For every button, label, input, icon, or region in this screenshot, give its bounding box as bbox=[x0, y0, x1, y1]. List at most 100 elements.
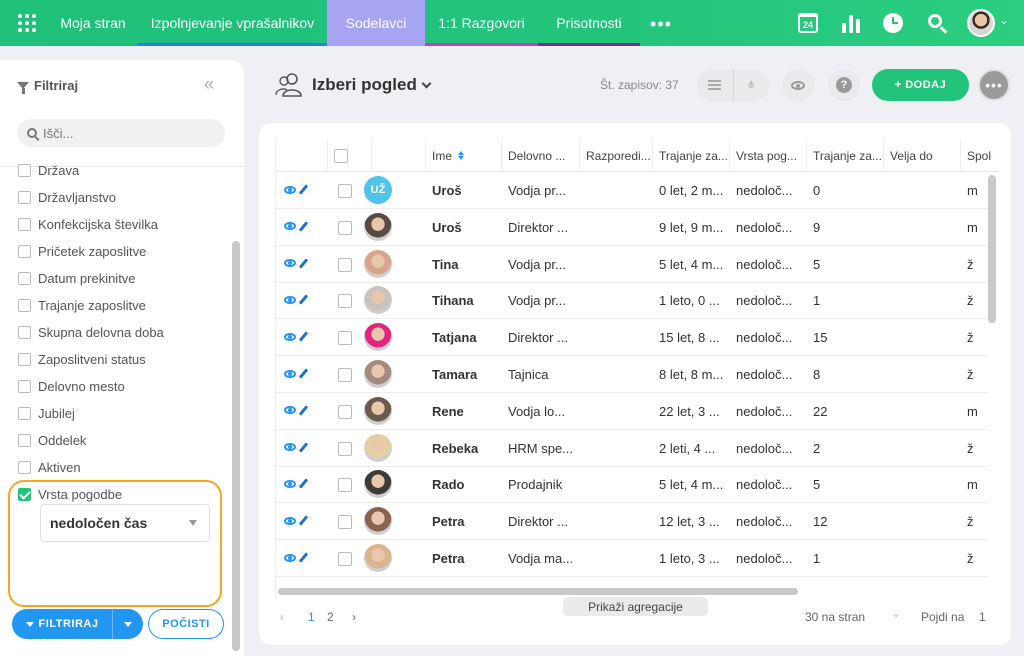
nav-item-sodelavci[interactable]: Sodelavci bbox=[327, 0, 425, 46]
filter-checkbox[interactable] bbox=[18, 298, 31, 312]
column-header[interactable]: Vrsta pog... bbox=[730, 139, 807, 172]
nav-item-razgovori[interactable]: 1:1 Razgovori bbox=[425, 0, 538, 46]
grid-vertical-scrollbar[interactable] bbox=[988, 175, 996, 323]
filter-search[interactable] bbox=[17, 119, 225, 147]
filter-checkbox[interactable] bbox=[18, 352, 31, 366]
filter-item[interactable]: Datum prekinitve bbox=[18, 268, 136, 288]
filter-item[interactable]: Jubilej bbox=[18, 403, 75, 423]
row-checkbox[interactable] bbox=[338, 441, 352, 456]
sort-icon[interactable] bbox=[458, 151, 465, 160]
edit-icon[interactable] bbox=[298, 515, 309, 526]
edit-icon[interactable] bbox=[298, 478, 309, 490]
filter-checkbox[interactable] bbox=[18, 379, 31, 393]
edit-icon[interactable] bbox=[298, 184, 309, 195]
more-actions-button[interactable]: ••• bbox=[978, 69, 1010, 101]
column-header[interactable]: Ime bbox=[426, 139, 502, 172]
edit-icon[interactable] bbox=[298, 294, 309, 306]
row-checkbox[interactable] bbox=[338, 404, 352, 419]
select-all-checkbox[interactable] bbox=[334, 149, 348, 163]
chevron-down-icon[interactable]: ⌄ bbox=[999, 13, 1010, 27]
view-icon[interactable] bbox=[284, 553, 296, 562]
tree-view-button[interactable]: ⋔ bbox=[734, 69, 770, 101]
column-header[interactable]: Razporedi... bbox=[580, 139, 653, 172]
sidebar-scrollbar[interactable] bbox=[232, 241, 240, 651]
visibility-button[interactable] bbox=[782, 69, 814, 101]
page-2-button[interactable]: 2 bbox=[327, 610, 334, 624]
column-header[interactable]: Trajanje za... bbox=[653, 139, 730, 172]
filter-search-input[interactable] bbox=[43, 125, 213, 141]
table-row[interactable]: Rado Prodajnik 5 let, 4 m... nedoloč... 5 m bbox=[276, 466, 988, 504]
next-page-button[interactable]: › bbox=[352, 610, 356, 624]
view-icon[interactable] bbox=[284, 222, 296, 231]
nav-item-prisotnosti[interactable]: Prisotnosti bbox=[538, 0, 640, 46]
view-icon[interactable] bbox=[284, 516, 296, 525]
filter-item[interactable]: Aktiven bbox=[18, 457, 81, 477]
filter-item[interactable]: Pričetek zaposlitve bbox=[18, 241, 146, 261]
filter-checkbox[interactable] bbox=[18, 406, 31, 420]
filter-options-dropdown[interactable] bbox=[113, 621, 143, 627]
filter-item[interactable]: Država bbox=[18, 160, 79, 180]
view-icon[interactable] bbox=[284, 259, 296, 268]
edit-icon[interactable] bbox=[298, 552, 309, 563]
nav-item-izpolnjevanje[interactable]: Izpolnjevanje vprašalnikov bbox=[138, 0, 327, 46]
edit-icon[interactable] bbox=[298, 441, 309, 453]
table-row[interactable]: Tamara Tajnica 8 let, 8 m... nedoloč... 8 ž bbox=[276, 356, 988, 393]
page-1-button[interactable]: 1 bbox=[308, 610, 315, 624]
table-row[interactable]: Uroš Direktor ... 9 let, 9 m... nedoloč... 9… bbox=[276, 209, 988, 246]
filter-checkbox[interactable] bbox=[18, 217, 31, 231]
filter-button[interactable]: FILTRIRAJ bbox=[12, 609, 143, 639]
apps-grid-icon[interactable] bbox=[12, 8, 42, 38]
user-avatar[interactable] bbox=[967, 9, 995, 37]
view-icon[interactable] bbox=[284, 443, 296, 452]
view-icon[interactable] bbox=[284, 185, 296, 194]
edit-icon[interactable] bbox=[298, 221, 309, 232]
chart-icon[interactable] bbox=[838, 10, 864, 36]
chevron-down-icon[interactable]: ⌄ bbox=[891, 606, 902, 620]
nav-more-button[interactable]: ••• bbox=[650, 14, 672, 34]
help-button[interactable]: ? bbox=[828, 69, 860, 101]
table-row[interactable]: Tina Vodja pr... 5 let, 4 m... nedoloč... 5 ž bbox=[276, 246, 988, 283]
add-button[interactable]: + DODAJ bbox=[872, 69, 969, 101]
list-view-button[interactable] bbox=[697, 69, 734, 101]
clear-button[interactable]: POČISTI bbox=[148, 609, 224, 639]
prev-page-button[interactable]: ‹ bbox=[280, 610, 284, 624]
table-row[interactable]: Tatjana Direktor ... 15 let, 8 ... nedoloč.… bbox=[276, 319, 988, 357]
search-icon[interactable] bbox=[924, 10, 950, 36]
row-checkbox[interactable] bbox=[338, 257, 352, 272]
row-checkbox[interactable] bbox=[338, 331, 352, 346]
edit-icon[interactable] bbox=[298, 257, 309, 269]
edit-icon[interactable] bbox=[298, 405, 309, 416]
row-checkbox[interactable] bbox=[338, 515, 352, 530]
filter-item[interactable]: Državljanstvo bbox=[18, 187, 116, 207]
row-checkbox[interactable] bbox=[338, 220, 352, 235]
filter-checkbox[interactable] bbox=[18, 433, 31, 447]
view-icon[interactable] bbox=[284, 406, 296, 415]
contract-type-select[interactable]: nedoločen čas bbox=[40, 504, 210, 542]
table-row[interactable]: Rebeka HRM spe... 2 leti, 4 ... nedoloč... 2… bbox=[276, 430, 988, 467]
row-checkbox[interactable] bbox=[338, 552, 352, 566]
row-checkbox[interactable] bbox=[338, 478, 352, 493]
table-row[interactable]: UŽ Uroš Vodja pr... 0 let, 2 m... nedoloč...… bbox=[276, 172, 988, 209]
filter-item[interactable]: Konfekcijska številka bbox=[18, 214, 158, 234]
column-header[interactable]: Spol bbox=[961, 139, 999, 172]
row-checkbox[interactable] bbox=[338, 294, 352, 309]
grid-horizontal-scrollbar[interactable] bbox=[278, 588, 798, 595]
filter-item[interactable]: Zaposlitveni status bbox=[18, 349, 146, 369]
filter-item[interactable]: Skupna delovna doba bbox=[18, 322, 164, 342]
table-row[interactable]: Tihana Vodja pr... 1 leto, 0 ... nedoloč...… bbox=[276, 282, 988, 320]
filter-item[interactable]: Vrsta pogodbe bbox=[18, 484, 122, 504]
column-header[interactable]: Trajanje za... bbox=[807, 139, 884, 172]
column-header[interactable]: Delovno ... bbox=[502, 139, 580, 172]
row-checkbox[interactable] bbox=[338, 368, 352, 382]
calendar-icon[interactable]: 24 bbox=[795, 10, 821, 36]
per-page-select[interactable]: 30 na stran bbox=[805, 610, 866, 624]
filter-checkbox[interactable] bbox=[18, 244, 31, 258]
collapse-sidebar-icon[interactable]: « bbox=[204, 74, 215, 94]
edit-icon[interactable] bbox=[298, 331, 309, 342]
goto-page-input[interactable]: 1 bbox=[979, 610, 986, 624]
clock-icon[interactable] bbox=[880, 10, 906, 36]
view-selector[interactable]: Izberi pogled bbox=[312, 75, 432, 95]
filter-checkbox[interactable] bbox=[18, 460, 31, 474]
filter-checkbox[interactable] bbox=[18, 163, 31, 177]
table-row[interactable]: Petra Direktor ... 12 let, 3 ... nedoloč...… bbox=[276, 503, 988, 541]
